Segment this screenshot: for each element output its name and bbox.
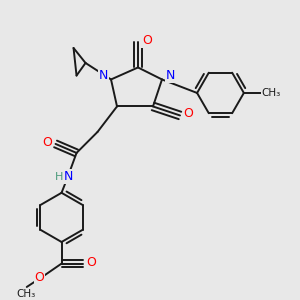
Text: N: N <box>166 69 175 82</box>
Text: CH₃: CH₃ <box>16 289 36 298</box>
Text: O: O <box>42 136 52 149</box>
Text: O: O <box>183 107 193 120</box>
Text: CH₃: CH₃ <box>261 88 280 98</box>
Text: N: N <box>99 69 108 82</box>
Text: H: H <box>55 172 63 182</box>
Text: O: O <box>142 34 152 47</box>
Text: N: N <box>64 170 73 183</box>
Text: O: O <box>87 256 97 269</box>
Text: O: O <box>35 271 45 284</box>
